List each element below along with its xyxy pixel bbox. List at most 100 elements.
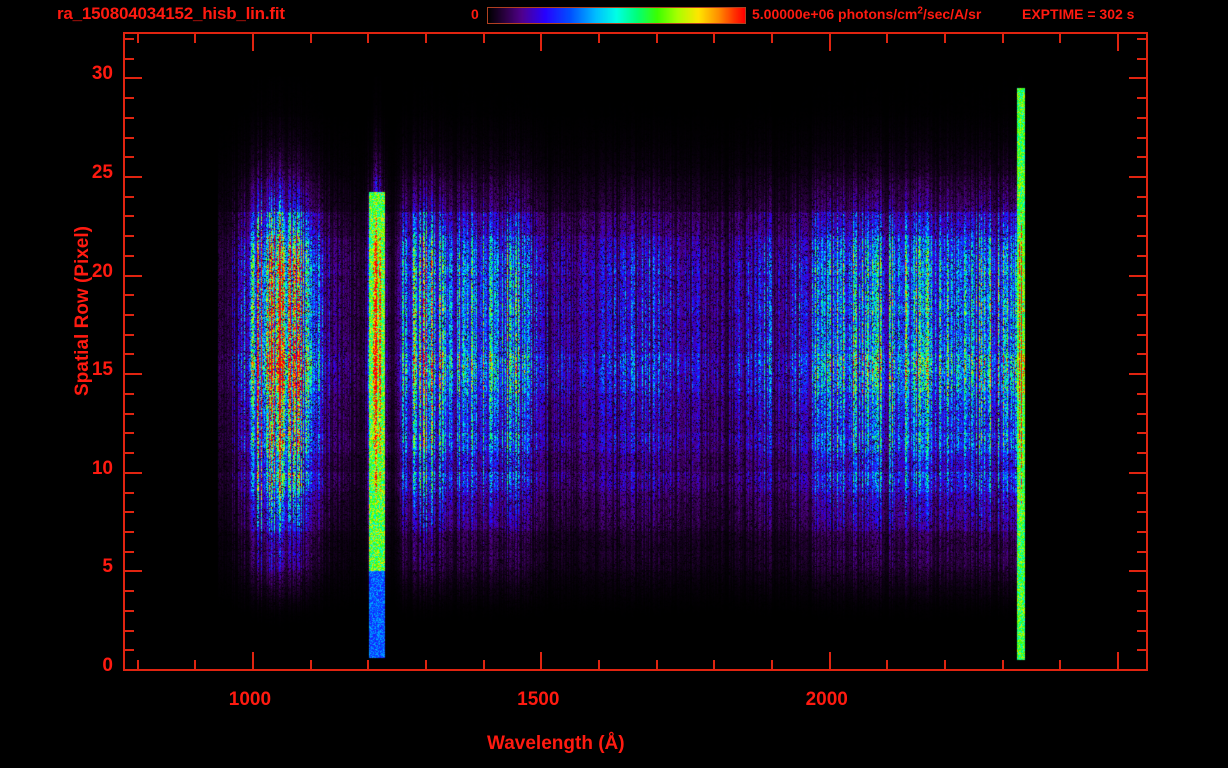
x-minor-tick	[656, 660, 658, 669]
y-minor-tick-right	[1137, 255, 1146, 257]
y-minor-tick	[125, 255, 134, 257]
x-minor-tick	[310, 660, 312, 669]
y-axis-title: Spatial Row (Pixel)	[72, 226, 93, 396]
x-minor-tick-top	[367, 34, 369, 43]
x-major-tick	[252, 652, 254, 669]
y-minor-tick-right	[1137, 353, 1146, 355]
y-minor-tick-right	[1137, 58, 1146, 60]
y-minor-tick-right	[1137, 649, 1146, 651]
x-tick-label: 1500	[517, 689, 560, 710]
y-tick-label: 30	[91, 63, 113, 85]
x-minor-tick	[483, 660, 485, 669]
y-minor-tick	[125, 492, 134, 494]
colorbar-max-tail: /sec/A/sr	[922, 6, 982, 22]
y-minor-tick-right	[1137, 97, 1146, 99]
y-minor-tick-right	[1137, 432, 1146, 434]
y-minor-tick	[125, 196, 134, 198]
y-minor-tick-right	[1137, 294, 1146, 296]
x-major-tick-top	[829, 34, 831, 51]
y-minor-tick	[125, 610, 134, 612]
intensity-colorbar	[487, 7, 746, 24]
y-minor-tick-right	[1137, 452, 1146, 454]
x-minor-tick-top	[656, 34, 658, 43]
y-major-tick-right	[1129, 275, 1146, 277]
x-major-tick-top	[252, 34, 254, 51]
y-major-tick	[125, 373, 142, 375]
y-minor-tick	[125, 58, 134, 60]
y-minor-tick	[125, 334, 134, 336]
y-major-tick-right	[1129, 373, 1146, 375]
x-minor-tick	[367, 660, 369, 669]
y-major-tick	[125, 77, 142, 79]
x-minor-tick-top	[886, 34, 888, 43]
y-minor-tick	[125, 215, 134, 217]
y-minor-tick	[125, 590, 134, 592]
y-minor-tick-right	[1137, 630, 1146, 632]
y-minor-tick	[125, 314, 134, 316]
x-axis-title: Wavelength (Å)	[487, 733, 625, 754]
y-minor-tick	[125, 413, 134, 415]
y-minor-tick-right	[1137, 156, 1146, 158]
y-minor-tick	[125, 630, 134, 632]
y-major-tick	[125, 570, 142, 572]
spectrogram-image	[125, 34, 1146, 669]
x-minor-tick-top	[713, 34, 715, 43]
x-minor-tick-top	[771, 34, 773, 43]
x-minor-tick	[944, 660, 946, 669]
x-minor-tick	[1059, 660, 1061, 669]
y-minor-tick	[125, 97, 134, 99]
y-minor-tick-right	[1137, 314, 1146, 316]
y-tick-label: 15	[91, 359, 113, 381]
colorbar-max-exponent: 2	[917, 5, 923, 17]
y-minor-tick	[125, 511, 134, 513]
y-minor-tick	[125, 156, 134, 158]
y-tick-label: 25	[91, 161, 113, 183]
plot-frame	[123, 32, 1148, 671]
x-minor-tick-top	[483, 34, 485, 43]
colorbar-gradient	[488, 8, 745, 23]
y-major-tick-right	[1129, 176, 1146, 178]
y-major-tick-right	[1129, 77, 1146, 79]
y-minor-tick	[125, 393, 134, 395]
y-minor-tick-right	[1137, 531, 1146, 533]
x-minor-tick	[137, 660, 139, 669]
y-minor-tick-right	[1137, 137, 1146, 139]
x-minor-tick-top	[310, 34, 312, 43]
x-minor-tick	[425, 660, 427, 669]
x-major-tick	[540, 652, 542, 669]
x-tick-label: 1000	[228, 689, 272, 710]
x-major-tick-top	[1117, 34, 1119, 51]
y-minor-tick-right	[1137, 38, 1146, 40]
x-minor-tick	[771, 660, 773, 669]
page-title: ra_150804034152_hisb_lin.fit	[57, 4, 285, 23]
y-major-tick	[125, 275, 142, 277]
x-tick-label: 2000	[805, 689, 848, 710]
x-minor-tick	[598, 660, 600, 669]
y-minor-tick-right	[1137, 413, 1146, 415]
y-major-tick-right	[1129, 570, 1146, 572]
y-minor-tick-right	[1137, 610, 1146, 612]
y-major-tick-right	[1129, 472, 1146, 474]
x-minor-tick	[713, 660, 715, 669]
y-minor-tick-right	[1137, 551, 1146, 553]
x-minor-tick-top	[194, 34, 196, 43]
y-minor-tick-right	[1137, 334, 1146, 336]
y-minor-tick-right	[1137, 590, 1146, 592]
x-major-tick-top	[540, 34, 542, 51]
y-minor-tick	[125, 117, 134, 119]
x-minor-tick-top	[425, 34, 427, 43]
y-major-tick	[125, 472, 142, 474]
y-minor-tick	[125, 452, 134, 454]
y-minor-tick	[125, 137, 134, 139]
x-minor-tick-top	[1002, 34, 1004, 43]
y-minor-tick	[125, 235, 134, 237]
y-minor-tick-right	[1137, 196, 1146, 198]
y-minor-tick	[125, 353, 134, 355]
x-major-tick	[829, 652, 831, 669]
y-tick-label: 10	[91, 457, 113, 479]
y-minor-tick-right	[1137, 117, 1146, 119]
x-minor-tick	[194, 660, 196, 669]
x-minor-tick-top	[944, 34, 946, 43]
colorbar-max-mantissa: 5.00000e+06 photons/cm	[752, 6, 918, 22]
